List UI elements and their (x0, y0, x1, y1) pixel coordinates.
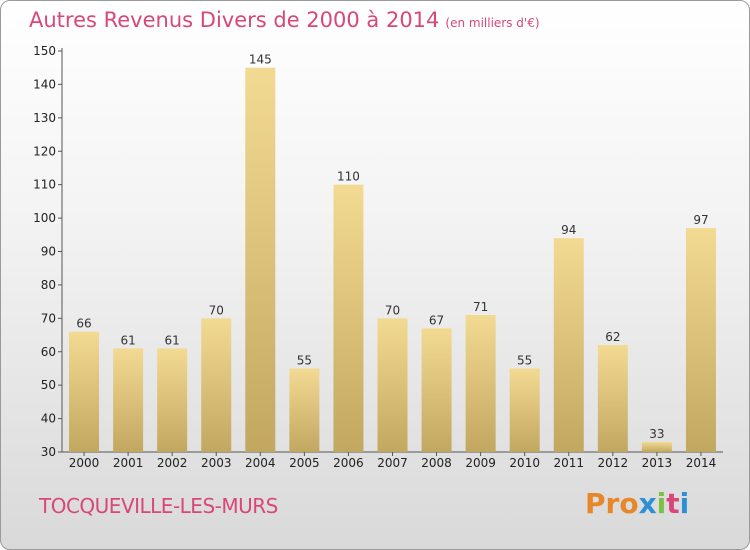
data-label: 67 (429, 313, 444, 327)
x-tick-label: 2001 (113, 456, 144, 470)
x-tick-label: 2011 (553, 456, 584, 470)
bar (377, 318, 408, 452)
bar (289, 368, 320, 452)
x-tick-label: 2000 (69, 456, 100, 470)
x-tick-label: 2002 (157, 456, 188, 470)
data-label: 71 (473, 300, 488, 314)
logo-letter: P (585, 487, 606, 520)
data-label: 33 (649, 427, 664, 441)
x-tick-label: 2005 (289, 456, 320, 470)
bar (245, 67, 276, 452)
bars (69, 67, 716, 452)
y-tick-label: 40 (41, 412, 56, 426)
bar (641, 441, 672, 452)
bar (509, 368, 540, 452)
data-label: 70 (385, 303, 400, 317)
y-tick-label: 130 (33, 111, 56, 125)
data-label: 70 (209, 303, 224, 317)
y-tick-label: 60 (41, 345, 56, 359)
x-tick-label: 2014 (686, 456, 717, 470)
y-tick-label: 30 (41, 445, 56, 459)
y-tick-label: 50 (41, 378, 56, 392)
y-tick-label: 120 (33, 144, 56, 158)
y-tick-label: 150 (33, 44, 56, 58)
data-label: 62 (605, 330, 620, 344)
axes: 30 40 50 60 70 80 90 100 110 120 130 140 150 2000 2001… (33, 44, 723, 470)
bar (421, 328, 452, 452)
logo-letter: r (605, 487, 620, 520)
y-tick-label: 140 (33, 77, 56, 91)
logo-letter: o (619, 487, 639, 520)
bar (597, 345, 628, 452)
logo-letter: t (666, 487, 680, 520)
bar (113, 348, 144, 452)
x-tick-label: 2006 (333, 456, 364, 470)
x-tick-label: 2004 (245, 456, 276, 470)
data-label: 110 (337, 170, 360, 184)
x-tick-label: 2013 (642, 456, 673, 470)
chart-subtitle: (en milliers d'€) (445, 16, 540, 30)
bar (201, 318, 232, 452)
bar (157, 348, 188, 452)
data-label: 55 (297, 353, 312, 367)
bar (333, 184, 364, 452)
y-tick-label: 110 (33, 178, 56, 192)
commune-name: TOCQUEVILLE-LES-MURS (39, 494, 278, 518)
bar (69, 331, 100, 452)
data-label: 61 (165, 333, 180, 347)
x-tick-label: 2009 (465, 456, 496, 470)
logo-letter: i (679, 487, 690, 520)
x-tick-label: 2007 (377, 456, 408, 470)
y-tick-label: 80 (41, 278, 56, 292)
chart-title: Autres Revenus Divers de 2000 à 2014 (en … (29, 8, 540, 32)
logo-letter: i (656, 487, 667, 520)
data-label: 97 (693, 213, 708, 227)
value-labels: 66 61 61 70 145 55 110 70 67 71 55 94 62 33 97 (76, 53, 708, 441)
data-label: 55 (517, 353, 532, 367)
data-label: 61 (120, 333, 135, 347)
x-tick-label: 2003 (201, 456, 232, 470)
data-label: 145 (249, 53, 272, 67)
x-tick-label: 2008 (421, 456, 452, 470)
x-tick-label: 2010 (509, 456, 540, 470)
y-tick-label: 90 (41, 245, 56, 259)
y-tick-label: 100 (33, 211, 56, 225)
y-tick-label: 70 (41, 311, 56, 325)
x-tick-label: 2012 (598, 456, 629, 470)
proxiti-logo[interactable]: Proxiti (585, 487, 689, 520)
chart-title-text: Autres Revenus Divers de 2000 à 2014 (29, 8, 440, 32)
bar (465, 314, 496, 452)
bar (685, 228, 716, 452)
logo-letter: x (638, 487, 657, 520)
data-label: 94 (561, 223, 576, 237)
bar (553, 238, 584, 452)
data-label: 66 (76, 317, 91, 331)
